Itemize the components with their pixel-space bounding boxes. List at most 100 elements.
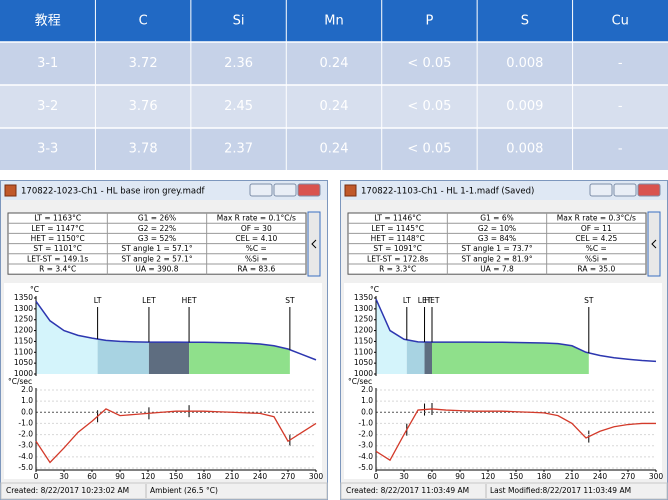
x-tick-label: 60 — [87, 472, 97, 481]
title-bar — [1, 181, 327, 200]
x-tick-label: 240 — [593, 472, 608, 481]
table-cell: 3-1 — [37, 56, 58, 71]
table-cell: 2.45 — [224, 99, 253, 114]
y-tick-label: 1150 — [14, 336, 33, 345]
side-toggle[interactable] — [647, 211, 661, 277]
cooling-curve — [375, 298, 657, 363]
y-tick-label: 1200 — [14, 326, 33, 335]
y-tick-label: -2.0 — [18, 430, 33, 439]
info-cell: G2 = 10% — [478, 224, 516, 233]
y-tick-label: -5.0 — [358, 463, 373, 472]
table-cell: 0.24 — [320, 142, 349, 157]
y-tick-label: 1350 — [354, 293, 373, 302]
status-info: Ambient (26.5 °C) — [150, 486, 218, 495]
table-header-cell: 教程 — [35, 13, 61, 29]
window-button-close[interactable] — [297, 183, 321, 197]
x-tick-label: 90 — [455, 472, 465, 481]
info-cell: %Si = — [245, 254, 268, 263]
info-cell: OF = 30 — [241, 224, 272, 233]
x-tick-label: 120 — [141, 472, 156, 481]
info-cell: ST angle 2 = 81.9° — [461, 254, 532, 263]
table-row-bg — [0, 85, 668, 128]
info-cell: ST angle 2 = 57.1° — [121, 254, 192, 263]
y-tick-label: 1.0 — [21, 396, 33, 405]
info-cell: UA = 390.8 — [135, 265, 178, 274]
y-tick-label: -4.0 — [358, 452, 373, 461]
side-toggle-arrow — [311, 239, 317, 249]
x-tick-label: 210 — [225, 472, 240, 481]
info-cell: OF = 11 — [581, 224, 612, 233]
table-row-bg — [0, 128, 668, 170]
marker-label: ST — [285, 296, 295, 305]
y-tick-label: 1050 — [354, 358, 373, 367]
cooling-unit: °C — [370, 285, 379, 294]
table-header-bg — [0, 0, 668, 42]
y-tick-label: -2.0 — [358, 430, 373, 439]
window-button-min[interactable] — [249, 183, 273, 197]
cooling-unit: °C — [30, 285, 39, 294]
x-tick-label: 0 — [34, 472, 39, 481]
info-cell: LET-ST = 172.8s — [367, 254, 428, 263]
info-cell: CEL = 4.10 — [235, 234, 277, 243]
status-created: Created: 8/22/2017 11:03:49 AM — [346, 486, 469, 495]
table-header-cell: P — [426, 14, 434, 29]
y-tick-label: -3.0 — [358, 441, 373, 450]
y-tick-label: -1.0 — [18, 418, 33, 427]
info-cell: %Si = — [585, 254, 608, 263]
side-toggle-arrow — [651, 239, 657, 249]
info-cell: RA = 35.0 — [577, 265, 615, 274]
x-tick-label: 270 — [281, 472, 296, 481]
derivative-curve — [35, 408, 317, 464]
y-tick-label: 0.0 — [21, 407, 33, 416]
window-button-max[interactable] — [613, 183, 637, 197]
y-tick-label: -4.0 — [18, 452, 33, 461]
x-tick-label: 30 — [59, 472, 69, 481]
info-cell: G1 = 26% — [138, 214, 176, 223]
marker-label: LET — [142, 296, 156, 305]
info-cell: UA = 7.8 — [480, 265, 514, 274]
table-cell: 2.36 — [224, 56, 253, 71]
marker-label: LET — [418, 296, 432, 305]
y-tick-label: 1050 — [14, 358, 33, 367]
table-cell: < 0.05 — [407, 99, 451, 114]
y-tick-label: 2.0 — [361, 385, 373, 394]
info-cell: ST angle 1 = 73.7° — [461, 244, 532, 253]
info-cell: HET = 1150°C — [31, 234, 85, 243]
status-info: Last Modified:8/22/2017 11:03:49 AM — [490, 486, 631, 495]
x-tick-label: 300 — [649, 472, 664, 481]
y-tick-label: 1000 — [14, 369, 33, 378]
marker-label: ST — [584, 296, 594, 305]
side-toggle[interactable] — [307, 211, 321, 277]
x-tick-label: 240 — [253, 472, 268, 481]
derivative-curve — [375, 408, 656, 462]
x-tick-label: 300 — [309, 472, 324, 481]
y-tick-label: 1250 — [354, 315, 373, 324]
x-tick-label: 180 — [197, 472, 212, 481]
status-created: Created: 8/22/2017 10:23:02 AM — [6, 486, 129, 495]
window-button-max[interactable] — [273, 183, 297, 197]
marker-label: HET — [182, 296, 197, 305]
window-button-close[interactable] — [637, 183, 661, 197]
table-row-bg — [0, 42, 668, 85]
y-tick-label: -5.0 — [18, 463, 33, 472]
info-cell: G3 = 84% — [478, 234, 516, 243]
window-title: 170822-1103-Ch1 - HL 1-1.madf (Saved) — [361, 187, 534, 197]
table-header-cell: C — [139, 14, 148, 29]
y-tick-label: 1100 — [14, 347, 33, 356]
phase-region — [432, 342, 589, 374]
y-tick-label: -3.0 — [18, 441, 33, 450]
y-tick-label: 1300 — [354, 304, 373, 313]
info-cell: LT = 1146°C — [374, 214, 421, 223]
y-tick-label: 1150 — [354, 336, 373, 345]
phase-region — [36, 301, 98, 374]
info-cell: CEL = 4.25 — [575, 234, 617, 243]
y-tick-label: 1100 — [354, 347, 373, 356]
window-button-min[interactable] — [589, 183, 613, 197]
window-icon — [4, 184, 17, 197]
plot-area — [4, 283, 322, 479]
info-cell: %C = — [246, 244, 267, 253]
x-tick-label: 150 — [169, 472, 184, 481]
derivative-unit: °C/sec — [8, 377, 32, 386]
info-cell: G1 = 6% — [480, 214, 514, 223]
